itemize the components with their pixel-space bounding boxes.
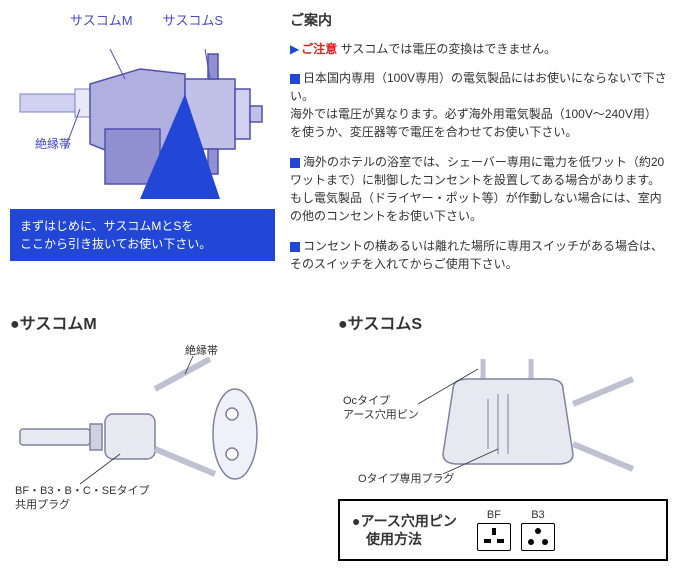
note-3: コンセントの横あるいは離れた場所に専用スイッチがある場合は、そのスイッチを入れて… — [290, 237, 668, 273]
square-bullet-icon — [290, 242, 300, 252]
callout-line1: まずはじめに、サスコムMとSを — [20, 219, 193, 233]
triangle-icon: ▶ — [290, 42, 299, 56]
adapter-illustration — [10, 34, 275, 204]
socket-b3: B3 — [521, 509, 555, 551]
square-bullet-icon — [290, 74, 300, 84]
note-1: 日本国内専用（100V専用）の電気製品にはお使いにならないで下さい。 海外では電… — [290, 69, 668, 141]
note1-text-a: 日本国内専用（100V専用）の電気製品にはお使いにならないで下さい。 — [290, 71, 667, 103]
note1-text-b: 海外では電圧が異なります。必ず海外用電気製品（100V～240V用）を使うか、変… — [290, 107, 657, 139]
callout-line2: ここから引き抜いてお使い下さい。 — [20, 237, 211, 251]
anno-m-plug: BF・B3・B・C・SEタイプ 共用プラグ — [15, 484, 149, 513]
section-sascom-s: ●サスコムS Ocタイプ アース穴用ピン — [338, 310, 668, 561]
note2-text: 海外のホテルの浴室では、シェーバー専用に電力を低ワット（約20ワットまで）に制御… — [290, 155, 664, 223]
socket-bf-label: BF — [487, 509, 501, 521]
anno-m-insul: 絶縁帯 — [185, 344, 218, 358]
anno-m-plug-l2: 共用プラグ — [15, 499, 70, 511]
section-s-title: ●サスコムS — [338, 310, 668, 334]
socket-bf: BF — [477, 509, 511, 551]
info-panel: ご案内 ▶ご注意 サスコムでは電圧の変換はできません。 日本国内専用（100V専… — [290, 10, 668, 285]
square-bullet-icon — [290, 158, 300, 168]
anno-s-oc: Ocタイプ アース穴用ピン — [343, 394, 419, 423]
earth-l1: ●アース穴用ピン — [352, 513, 457, 529]
socket-b3-label: B3 — [531, 509, 544, 521]
note-2: 海外のホテルの浴室では、シェーバー専用に電力を低ワット（約20ワットまで）に制御… — [290, 153, 668, 225]
warning-label: ご注意 — [301, 42, 337, 56]
warning-line: ▶ご注意 サスコムでは電圧の変換はできません。 — [290, 40, 668, 57]
callout-instruction: まずはじめに、サスコムMとSを ここから引き抜いてお使い下さい。 — [10, 209, 275, 261]
section-m-title: ●サスコムM — [10, 310, 318, 334]
warning-text: サスコムでは電圧の変換はできません。 — [341, 42, 556, 56]
anno-s-o: Oタイプ専用プラグ — [358, 472, 455, 486]
info-title: ご案内 — [290, 10, 668, 30]
anno-s-oc-l2: アース穴用ピン — [343, 409, 419, 421]
earth-pin-box: ●アース穴用ピン 使用方法 BF B3 — [338, 499, 668, 561]
note3-text: コンセントの横あるいは離れた場所に専用スイッチがある場合は、そのスイッチを入れて… — [290, 239, 663, 271]
anno-s-oc-l1: Ocタイプ — [343, 395, 390, 407]
socket-bf-icon — [477, 523, 511, 551]
label-sascom-s: サスコムS — [163, 10, 223, 29]
earth-l2: 使用方法 — [352, 531, 422, 547]
socket-b3-icon — [521, 523, 555, 551]
top-adapter-diagram: サスコムM サスコムS 絶縁帯 まずはじめに、サスコムMとSを ここから引き抜 — [10, 10, 275, 285]
label-sascom-m: サスコムM — [70, 10, 133, 29]
section-sascom-m: ●サスコムM 絶縁帯 BF・B3・B・C・SEタイプ 共 — [10, 310, 318, 561]
anno-m-plug-l1: BF・B3・B・C・SEタイプ — [15, 485, 149, 497]
label-insulation: 絶縁帯 — [35, 135, 71, 152]
